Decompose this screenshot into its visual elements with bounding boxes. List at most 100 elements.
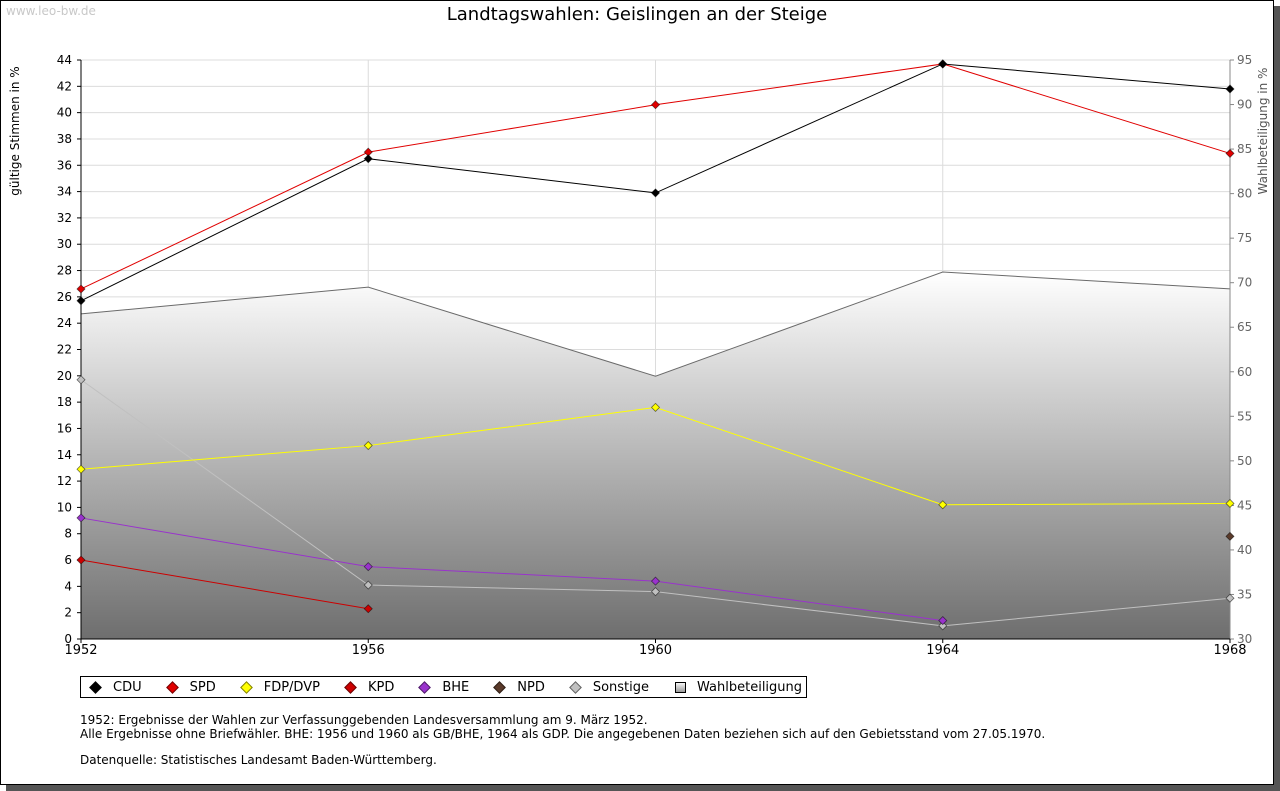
y-tick-label: 28: [57, 264, 72, 278]
data-point-sonstige: [650, 587, 661, 597]
data-point-sonstige: [938, 621, 948, 631]
y-tick-label: 40: [57, 106, 72, 120]
y-tick-label: 38: [57, 132, 72, 146]
y-tick-label-right: 75: [1237, 231, 1252, 245]
x-tick-label: 1956: [352, 643, 385, 658]
chart-title: Landtagswahlen: Geislingen an der Steige: [446, 4, 828, 25]
data-point-cdu: [363, 154, 373, 164]
y-tick-label: 4: [64, 579, 72, 593]
y-tick-label-right: 90: [1237, 98, 1252, 112]
data-point-kpd: [76, 555, 86, 565]
legend-label: CDU: [113, 679, 142, 695]
data-point-bhe: [938, 616, 948, 626]
data-point-spd: [650, 100, 661, 110]
x-tick-label: 1952: [64, 643, 97, 658]
data-point-fdp-dvp: [363, 440, 373, 451]
legend-label: SPD: [189, 679, 216, 695]
data-point-bhe: [650, 576, 661, 586]
turnout-fill: [81, 272, 1230, 639]
legend-marker: [89, 680, 102, 694]
data-point-sonstige: [76, 375, 86, 385]
frame-shadow-bottom: [6, 785, 1280, 791]
legend-marker: [239, 680, 253, 694]
y-tick-label: 12: [57, 474, 72, 488]
legend: CDU SPD FDP/DVP KPD BHE NPD Sonstige Wahlbeteil…: [80, 676, 808, 698]
y-tick-label: 20: [57, 369, 72, 383]
x-tick-label: 1960: [639, 643, 672, 658]
data-point-spd: [76, 284, 86, 294]
y-tick-label-right: 70: [1237, 276, 1252, 290]
y-tick-label-right: 35: [1237, 587, 1252, 601]
y-tick-label-right: 30: [1237, 632, 1252, 646]
y-tick-label: 32: [57, 211, 72, 225]
y-tick-label: 22: [57, 343, 72, 357]
data-point-sonstige: [1225, 593, 1235, 603]
y-tick-label-right: 50: [1237, 454, 1252, 468]
series: [76, 59, 1235, 631]
y-tick-label: 30: [57, 237, 72, 251]
legend-item: FDP/DVP: [238, 680, 320, 695]
y-tick-label-right: 65: [1237, 320, 1252, 334]
axes: 0246810121416182022242628303234363840424…: [57, 53, 1253, 658]
legend-marker: [568, 680, 582, 694]
y-tick-label: 10: [57, 500, 72, 514]
legend-marker: [344, 680, 357, 694]
y-tick-label-right: 55: [1237, 409, 1252, 423]
data-point-fdp-dvp: [650, 402, 661, 412]
series-line-kpd: [80, 559, 369, 610]
turnout-area: [80, 271, 1231, 639]
legend-label: NPD: [517, 679, 545, 695]
data-point-fdp-dvp: [1225, 498, 1235, 509]
y-tick-label: 18: [57, 395, 72, 409]
legend-item: SPD: [164, 680, 216, 695]
legend-label: Wahlbeteiligung: [697, 679, 803, 695]
legend-label: KPD: [367, 679, 395, 695]
data-point-bhe: [363, 562, 373, 572]
note-1952: 1952: Ergebnisse der Wahlen zur Verfassu…: [80, 713, 648, 727]
data-point-fdp-dvp: [938, 500, 948, 510]
y-tick-label-right: 95: [1237, 53, 1252, 67]
legend-marker: [165, 680, 179, 694]
legend-item: Wahlbeteiligung: [671, 680, 802, 695]
y-tick-label: 44: [57, 53, 72, 67]
data-point-npd: [1225, 531, 1235, 541]
series-line-bhe: [80, 517, 943, 622]
frame-shadow-right: [1274, 6, 1280, 791]
data-point-cdu: [938, 59, 948, 69]
data-point-bhe: [76, 513, 86, 523]
line-chart: 0246810121416182022242628303234363840424…: [57, 53, 1253, 658]
y-tick-label: 34: [57, 185, 72, 199]
y-tick-label-right: 80: [1237, 187, 1252, 201]
y-tick-label: 36: [57, 158, 72, 172]
y-tick-label: 16: [57, 421, 72, 435]
y-tick-label: 2: [64, 606, 72, 620]
y-tick-label: 8: [64, 527, 72, 541]
y-tick-label-right: 60: [1237, 365, 1252, 379]
y-tick-label-right: 40: [1237, 543, 1252, 557]
legend-item: NPD: [491, 680, 545, 695]
data-point-cdu: [1225, 84, 1235, 94]
y-tick-label-right: 45: [1237, 498, 1252, 512]
y-tick-label: 0: [64, 632, 72, 646]
watermark: www.leo-bw.de: [6, 4, 96, 18]
legend-label: FDP/DVP: [263, 679, 320, 695]
legend-item: Sonstige: [567, 680, 649, 695]
legend-marker: [418, 680, 432, 694]
y-tick-label: 14: [57, 448, 72, 462]
note-general: Alle Ergebnisse ohne Briefwähler. BHE: 1…: [80, 727, 1046, 741]
data-point-sonstige: [363, 580, 373, 590]
data-point-spd: [1225, 148, 1235, 158]
data-point-cdu: [650, 188, 661, 198]
legend-marker: [675, 681, 687, 693]
data-point-kpd: [363, 604, 373, 614]
x-tick-label: 1964: [926, 643, 959, 658]
legend-item: KPD: [342, 680, 394, 695]
y-tick-label: 42: [57, 79, 72, 93]
legend-item: BHE: [416, 680, 469, 695]
legend-label: Sonstige: [592, 679, 650, 695]
legend-item: CDU: [87, 680, 142, 695]
legend-marker: [493, 680, 507, 694]
y-tick-label: 24: [57, 316, 72, 330]
data-point-fdp-dvp: [76, 464, 86, 474]
turnout-line: [80, 271, 1231, 377]
